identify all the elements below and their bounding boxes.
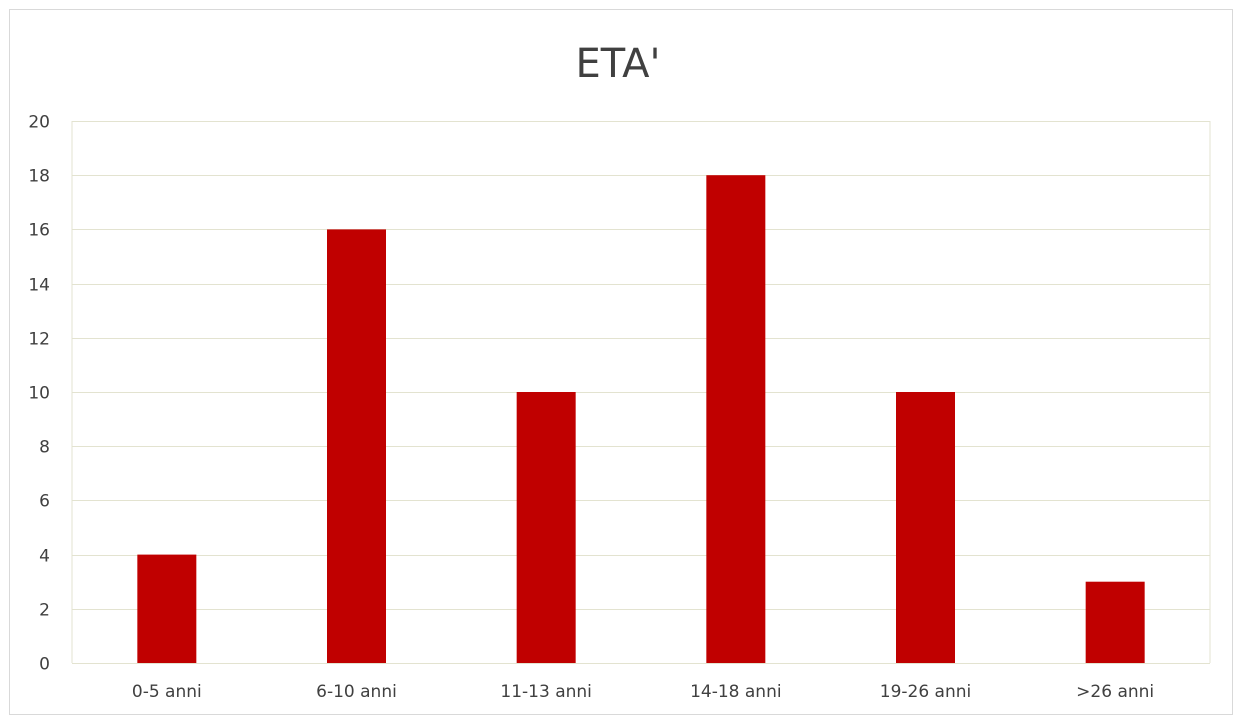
- x-tick-label: 19-26 anni: [880, 682, 972, 702]
- bar: [706, 175, 766, 663]
- bar: [896, 392, 955, 663]
- x-tick-label: 14-18 anni: [690, 682, 782, 702]
- y-tick-label: 12: [28, 330, 50, 350]
- x-tick-label: 0-5 anni: [132, 682, 202, 702]
- x-tick-label: 6-10 anni: [316, 682, 397, 702]
- y-tick-label: 10: [28, 384, 50, 404]
- bar: [137, 554, 197, 663]
- y-tick-label: 14: [28, 276, 50, 296]
- bar: [1085, 581, 1145, 663]
- chart-title: ETA': [575, 41, 661, 87]
- y-tick-label: 18: [28, 167, 50, 187]
- y-tick-label: 0: [39, 655, 50, 675]
- bar: [327, 229, 386, 663]
- x-tick-label: >26 anni: [1076, 682, 1154, 702]
- y-tick-label: 6: [39, 492, 50, 512]
- y-tick-label: 4: [39, 547, 50, 567]
- y-tick-label: 16: [28, 221, 50, 241]
- chart-frame: [9, 9, 1233, 715]
- y-tick-label: 2: [39, 601, 50, 621]
- y-tick-label: 20: [28, 113, 50, 133]
- x-tick-label: 11-13 anni: [500, 682, 592, 702]
- y-tick-label: 8: [39, 438, 50, 458]
- bar: [516, 392, 576, 663]
